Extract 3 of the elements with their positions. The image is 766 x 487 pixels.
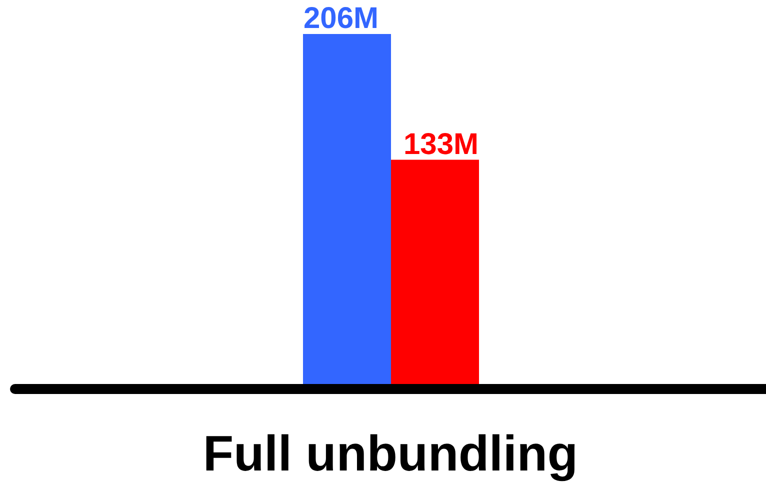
data-label: 133M bbox=[403, 128, 479, 161]
data-label: 206M bbox=[303, 2, 379, 35]
x-tick-label: Full unbundling bbox=[203, 426, 578, 482]
